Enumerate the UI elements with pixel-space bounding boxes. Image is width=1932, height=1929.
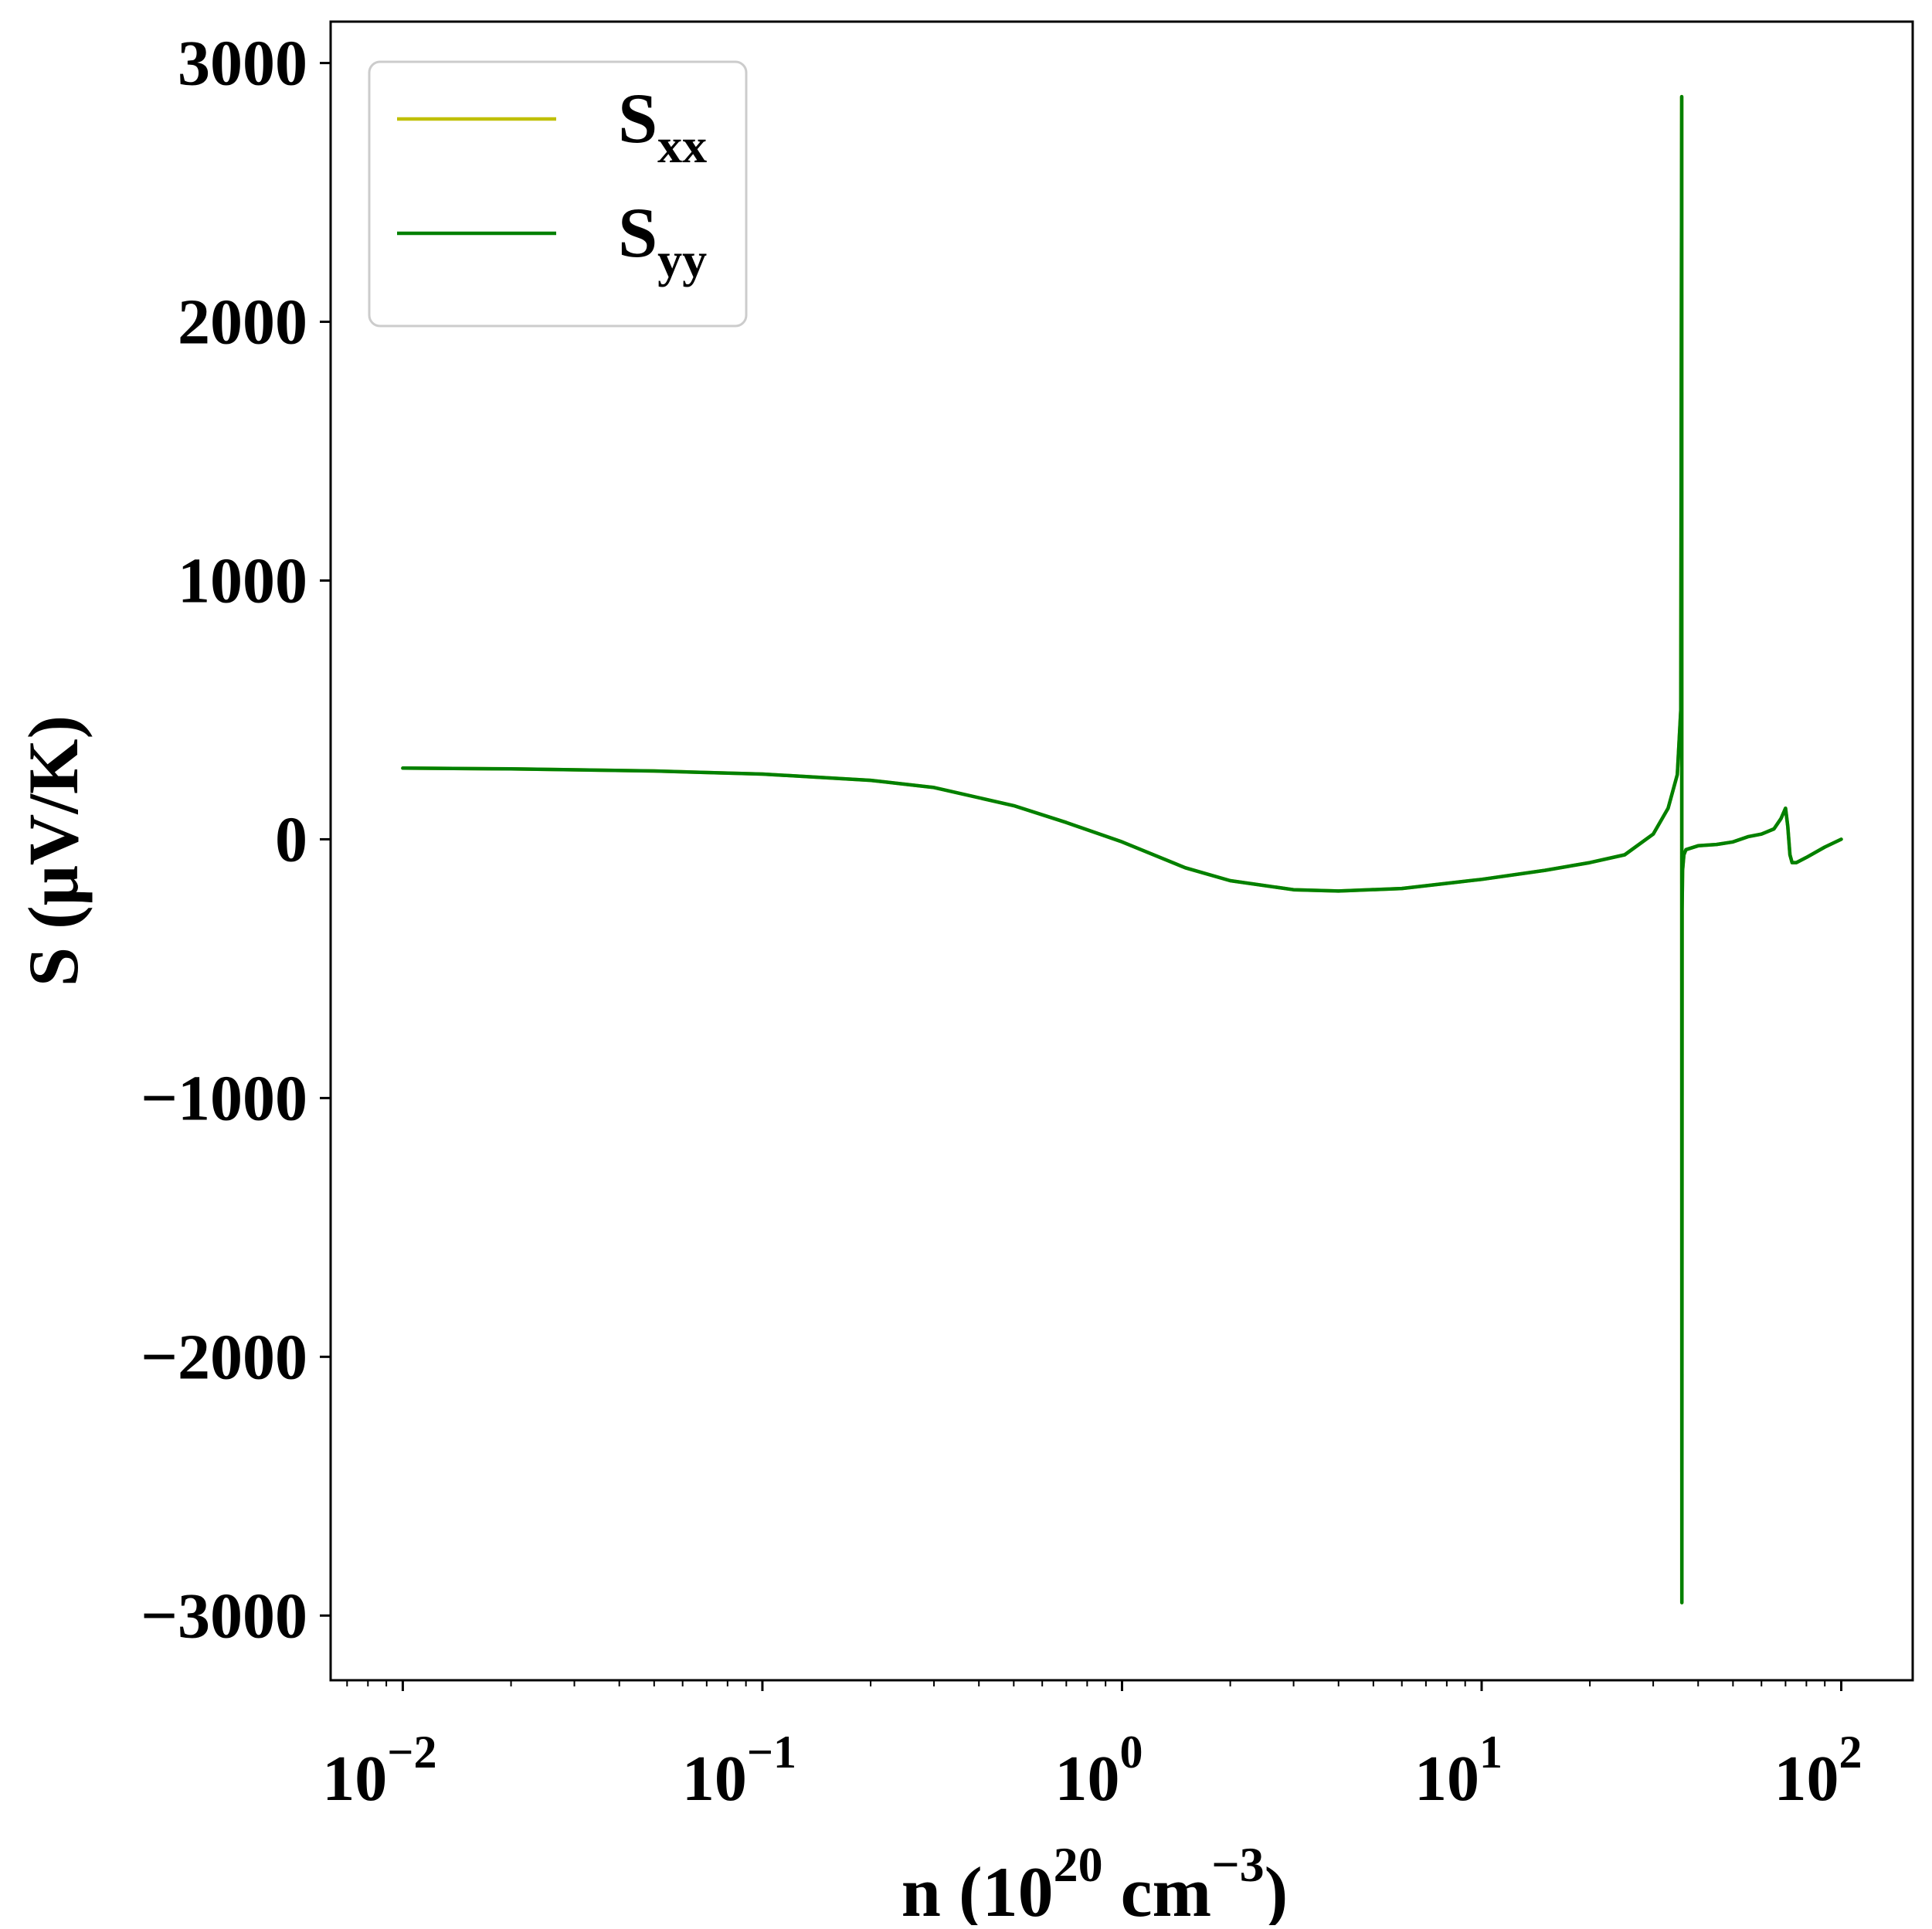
x-tick-exponent: 0 — [1119, 1727, 1143, 1778]
legend-label-base: S — [618, 193, 657, 272]
x-label-base: n (10 — [901, 1853, 1054, 1925]
legend-label-subscript: xx — [657, 118, 707, 173]
label-layer: n (1020 cm−3) S (μV/K) — [14, 715, 1288, 1929]
legend-label-subscript: yy — [657, 233, 707, 287]
x-tick-base: 10 — [1054, 1743, 1119, 1815]
y-tick-label: −1000 — [141, 1062, 307, 1134]
x-tick-exponent: −2 — [387, 1727, 436, 1778]
x-label-sup-exponent: 20 — [1054, 1837, 1103, 1892]
x-tick-label: 10−1 — [682, 1727, 796, 1815]
legend-label: Sxx — [618, 79, 707, 173]
x-tick-label: 102 — [1774, 1727, 1862, 1815]
x-tick-base: 10 — [1774, 1743, 1839, 1815]
x-label-sup-power: −3 — [1211, 1837, 1264, 1892]
x-tick-label: 101 — [1414, 1727, 1502, 1815]
x-tick-base: 10 — [322, 1743, 387, 1815]
x-tick-exponent: −1 — [747, 1727, 796, 1778]
series-line-syy — [401, 94, 1843, 1605]
x-axis-label: n (1020 cm−3) — [901, 1837, 1288, 1925]
y-tick-label: 3000 — [178, 28, 307, 100]
x-tick-exponent: 2 — [1839, 1727, 1862, 1778]
x-tick-label: 100 — [1054, 1727, 1143, 1815]
x-tick-base: 10 — [682, 1743, 747, 1815]
x-tick-label: 10−2 — [322, 1727, 436, 1815]
x-tick-exponent: 1 — [1479, 1727, 1502, 1778]
legend-label-base: S — [618, 79, 657, 158]
x-tick-base: 10 — [1414, 1743, 1479, 1815]
x-label-close: ) — [1265, 1853, 1289, 1925]
x-label-unit: cm — [1103, 1853, 1211, 1925]
legend-box — [368, 60, 748, 328]
y-tick-label: −3000 — [141, 1580, 307, 1652]
series-layer — [401, 94, 1843, 1605]
y-axis-label: S (μV/K) — [14, 715, 93, 987]
y-tick-label: 1000 — [178, 545, 307, 616]
y-tick-label: −2000 — [141, 1321, 307, 1393]
y-tick-label: 0 — [275, 803, 307, 875]
legend-label: Syy — [618, 193, 707, 287]
y-tick-label: 2000 — [178, 287, 307, 358]
